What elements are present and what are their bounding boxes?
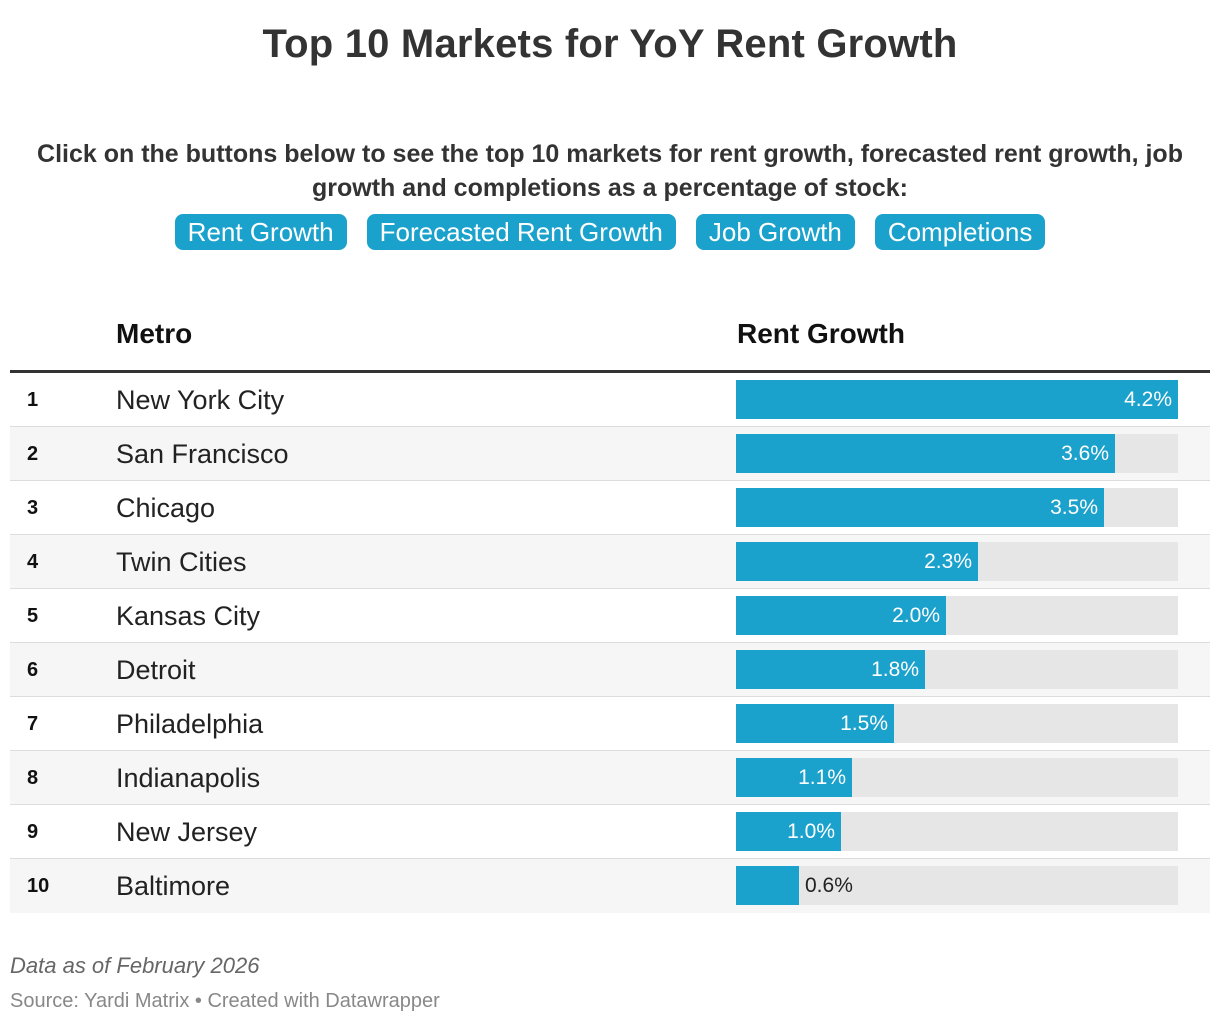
bar-value-label: 3.6% [1061, 442, 1109, 465]
rank-cell: 8 [27, 767, 39, 789]
bar [736, 812, 841, 851]
bar-track: 2.0% [736, 596, 1178, 635]
metric-button-group: Rent Growth Forecasted Rent Growth Job G… [0, 214, 1220, 250]
table-row: 3 Chicago 3.5% [10, 481, 1210, 535]
bar-track: 3.6% [736, 434, 1178, 473]
completions-button[interactable]: Completions [874, 214, 1046, 250]
bar-value-label: 2.0% [892, 604, 940, 627]
bar [736, 866, 799, 905]
bar-track: 0.6% [736, 866, 1178, 905]
rank-cell: 10 [27, 875, 50, 897]
rank-cell: 1 [27, 389, 39, 411]
metro-cell: Philadelphia [116, 709, 264, 739]
bar-value-label: 4.2% [1124, 388, 1172, 411]
bar [736, 596, 946, 635]
table-row: 10 Baltimore 0.6% [10, 859, 1210, 913]
metro-cell: Twin Cities [116, 547, 247, 577]
bar-value-label: 1.8% [871, 658, 919, 681]
table-row: 4 Twin Cities 2.3% [10, 535, 1210, 589]
table-row: 7 Philadelphia 1.5% [10, 697, 1210, 751]
bar-track: 2.3% [736, 542, 1178, 581]
bar-value-label: 1.1% [798, 766, 846, 789]
bar-value-label: 1.0% [787, 820, 835, 843]
metro-cell: New Jersey [116, 817, 258, 847]
table-row: 9 New Jersey 1.0% [10, 805, 1210, 859]
source-line: Source: Yardi Matrix • Created with Data… [10, 990, 440, 1012]
bar-track: 1.8% [736, 650, 1178, 689]
metro-cell: Baltimore [116, 871, 231, 901]
bar-value-label: 3.5% [1050, 496, 1098, 519]
table-row: 8 Indianapolis 1.1% [10, 751, 1210, 805]
chart-title: Top 10 Markets for YoY Rent Growth [262, 22, 958, 66]
intro-text: Click on the buttons below to see the to… [37, 140, 1183, 202]
rent-growth-column-header: Rent Growth [737, 318, 905, 349]
bar [736, 542, 978, 581]
rent-growth-button[interactable]: Rent Growth [174, 214, 347, 250]
table-row: 2 San Francisco 3.6% [10, 427, 1210, 481]
bar [736, 650, 925, 689]
job-growth-button[interactable]: Job Growth [695, 214, 855, 250]
bar [736, 758, 852, 797]
data-note: Data as of February 2026 [10, 953, 260, 978]
rank-cell: 7 [27, 713, 39, 735]
metro-column-header: Metro [116, 318, 193, 349]
bar [736, 380, 1178, 419]
rank-cell: 9 [27, 821, 39, 843]
rank-cell: 2 [27, 443, 39, 465]
forecasted-rent-growth-button[interactable]: Forecasted Rent Growth [366, 214, 676, 250]
metro-cell: Kansas City [116, 601, 261, 631]
metro-cell: San Francisco [116, 439, 289, 469]
bar [736, 704, 894, 743]
table-row: 1 New York City 4.2% [10, 373, 1210, 427]
header-divider [10, 370, 1210, 373]
bar-track: 1.1% [736, 758, 1178, 797]
metro-cell: New York City [116, 385, 285, 415]
table-row: 5 Kansas City 2.0% [10, 589, 1210, 643]
bar-track: 3.5% [736, 488, 1178, 527]
table-header: Metro Rent Growth [0, 318, 1220, 370]
table-row: 6 Detroit 1.8% [10, 643, 1210, 697]
rank-cell: 5 [27, 605, 39, 627]
bar-value-label: 1.5% [840, 712, 888, 735]
table-body: 1 New York City 4.2% 2 San Francisco 3.6% 3 Chi… [10, 373, 1210, 913]
rank-cell: 6 [27, 659, 39, 681]
bar-value-label: 2.3% [924, 550, 972, 573]
bar [736, 434, 1115, 473]
rank-cell: 3 [27, 497, 39, 519]
metro-cell: Detroit [116, 655, 196, 685]
metro-cell: Indianapolis [116, 763, 261, 793]
metro-cell: Chicago [116, 493, 216, 523]
bar-track: 4.2% [736, 380, 1178, 419]
bar-value-label: 0.6% [805, 874, 853, 897]
bar-track: 1.5% [736, 704, 1178, 743]
rank-cell: 4 [27, 551, 39, 573]
bar [736, 488, 1104, 527]
bar-track: 1.0% [736, 812, 1178, 851]
